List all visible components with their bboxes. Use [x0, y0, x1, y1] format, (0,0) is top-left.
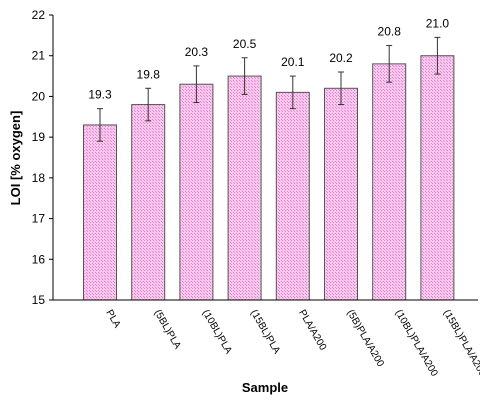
data-label: 19.3 — [88, 88, 112, 102]
data-label: 20.5 — [233, 37, 257, 51]
x-axis-title: Sample — [242, 380, 288, 395]
y-tick-label: 16 — [32, 252, 46, 266]
x-category-label: (5B)PLA/A200 — [344, 308, 386, 369]
bar — [179, 83, 214, 301]
bar — [324, 87, 358, 301]
x-category-labels-layer: PLA (5BL)PLA (10BL)PLA (15BL)PLA PLA/A200 (5B… — [103, 308, 480, 379]
data-label: 20.3 — [185, 45, 209, 59]
bars-layer — [83, 55, 455, 301]
error-bars-layer — [97, 36, 441, 142]
x-category-label: PLA/A200 — [296, 308, 328, 353]
x-category-label: (5BL)PLA — [152, 308, 183, 351]
y-tick-label: 21 — [32, 49, 46, 63]
y-tick-label: 17 — [32, 212, 46, 226]
data-label: 19.8 — [137, 67, 161, 81]
data-label: 21.0 — [426, 16, 450, 30]
y-ticks-layer: 15 16 17 18 19 20 21 22 — [32, 8, 53, 307]
data-label: 20.2 — [329, 51, 353, 65]
x-category-label: (15BL)PLA/A200 — [441, 308, 480, 379]
y-tick-label: 18 — [32, 171, 46, 185]
data-label: 20.8 — [378, 25, 402, 39]
data-labels-layer: 19.3 19.8 20.3 20.5 20.1 20.2 20.8 21.0 — [88, 16, 449, 101]
y-tick-label: 15 — [32, 293, 46, 307]
bar — [227, 75, 262, 301]
bar — [275, 91, 310, 301]
bar — [83, 124, 117, 301]
bar — [372, 63, 407, 301]
y-tick-label: 19 — [32, 130, 46, 144]
y-tick-label: 20 — [32, 89, 46, 103]
y-tick-label: 22 — [32, 8, 46, 22]
bar — [420, 55, 455, 301]
x-category-label: (15BL)PLA — [248, 308, 282, 356]
x-category-label: PLA — [103, 308, 122, 330]
y-axis-title: LOI [% oxygen] — [8, 111, 23, 206]
x-category-label: (10BL)PLA/A200 — [393, 308, 440, 379]
x-category-label: (10BL)PLA — [200, 308, 234, 356]
data-label: 20.1 — [281, 55, 305, 69]
bar — [131, 104, 166, 301]
